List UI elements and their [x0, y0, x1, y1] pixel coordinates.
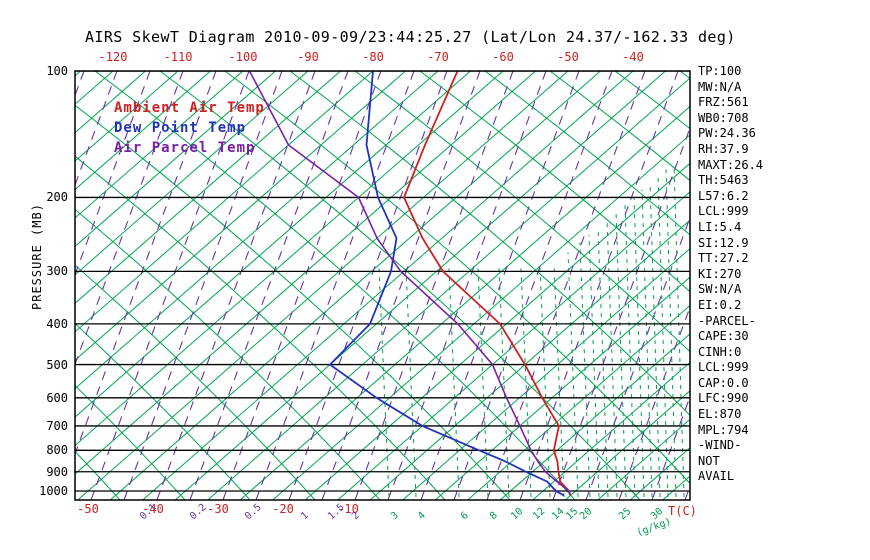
legend-ambient-temp: Ambient Air Temp [114, 100, 265, 116]
stat-line: NOT [698, 453, 720, 468]
stat-line: LFC:990 [698, 391, 749, 406]
mixing-ratio-dashed-green [378, 164, 685, 498]
pressure-tick-label: 1000 [39, 484, 68, 498]
top-axis-tick: -60 [492, 50, 514, 64]
stat-line: LCL:999 [698, 204, 749, 219]
stat-line: PW:24.36 [698, 126, 756, 141]
stat-line: TT:27.2 [698, 251, 749, 266]
stat-line: SI:12.9 [698, 235, 749, 250]
stat-line: MAXT:26.4 [698, 157, 764, 172]
stat-line: MPL:794 [698, 422, 749, 437]
pressure-grid-lines [75, 71, 690, 492]
sounding-curves [248, 71, 572, 497]
isotherm-lines [75, 71, 690, 500]
stat-line: TP:100 [698, 64, 742, 78]
pressure-tick-label: 400 [46, 316, 68, 331]
pressure-tick-label: 100 [46, 64, 68, 78]
ambient-temp-curve [403, 71, 572, 496]
top-axis-tick: -110 [163, 50, 193, 64]
mixing-ratio-dashed-purple [75, 71, 690, 500]
bottom-axis-tick: -40 [142, 502, 164, 516]
sounding-stats-column: TP:100 MW:N/A FRZ:561 WB0:708 PW:24.36 RH:37.… [698, 64, 763, 485]
stat-line: EI:0.2 [698, 297, 742, 312]
stat-line: KI:270 [698, 266, 742, 281]
top-axis-tick: -100 [228, 50, 258, 64]
dew-point-curve [328, 71, 565, 497]
temp-unit-label: T(C) [668, 504, 697, 518]
pressure-tick-label: 500 [46, 357, 68, 372]
top-axis-tick: -90 [297, 50, 319, 64]
top-axis-tick: -80 [362, 50, 384, 64]
legend-air-parcel: Air Parcel Temp [114, 140, 256, 156]
stat-line: FRZ:561 [698, 95, 749, 110]
stat-line: MW:N/A [698, 79, 742, 94]
stat-line: AVAIL [698, 469, 735, 484]
top-axis-tick: -50 [557, 50, 579, 64]
plot-border [74, 70, 691, 501]
stat-line: CAP:0.0 [698, 375, 749, 390]
stat-line: LCL:999 [698, 360, 749, 375]
pressure-tick-label: 200 [46, 190, 68, 205]
stat-line: CAPE:30 [698, 329, 749, 344]
legend-dew-point: Dew Point Temp [114, 120, 247, 136]
bottom-axis-tick: -10 [337, 502, 359, 516]
pressure-tick-label: 800 [46, 443, 68, 458]
pressure-tick-label: 900 [46, 464, 68, 479]
pressure-tick-label: 700 [46, 418, 68, 433]
stat-line: LI:5.4 [698, 219, 742, 234]
bottom-axis-tick: -30 [207, 502, 229, 516]
pressure-tick-label: 600 [46, 390, 68, 405]
bottom-axis-tick: -50 [77, 502, 99, 516]
bottom-axis-tick: -20 [272, 502, 294, 516]
stat-line: WB0:708 [698, 110, 749, 125]
top-axis-tick: -40 [622, 50, 644, 64]
pressure-tick-label: 300 [46, 264, 68, 279]
stat-line: EL:870 [698, 407, 742, 422]
top-axis-tick: -70 [427, 50, 449, 64]
top-axis-tick: -120 [98, 50, 128, 64]
stat-line: RH:37.9 [698, 141, 749, 156]
stat-line: TH:5463 [698, 173, 749, 188]
stat-line: CINH:0 [698, 344, 742, 359]
stat-line: L57:6.2 [698, 188, 749, 203]
stat-line: -WIND- [698, 438, 742, 453]
stat-line: -PARCEL- [698, 313, 756, 328]
plot-grid-layer [75, 71, 690, 500]
air-parcel-curve [248, 71, 572, 496]
stat-line: SW:N/A [698, 282, 742, 297]
chart-title: AIRS SkewT Diagram 2010-09-09/23:44:25.2… [85, 28, 736, 46]
pressure-axis-label: PRESSURE (MB) [30, 203, 44, 310]
